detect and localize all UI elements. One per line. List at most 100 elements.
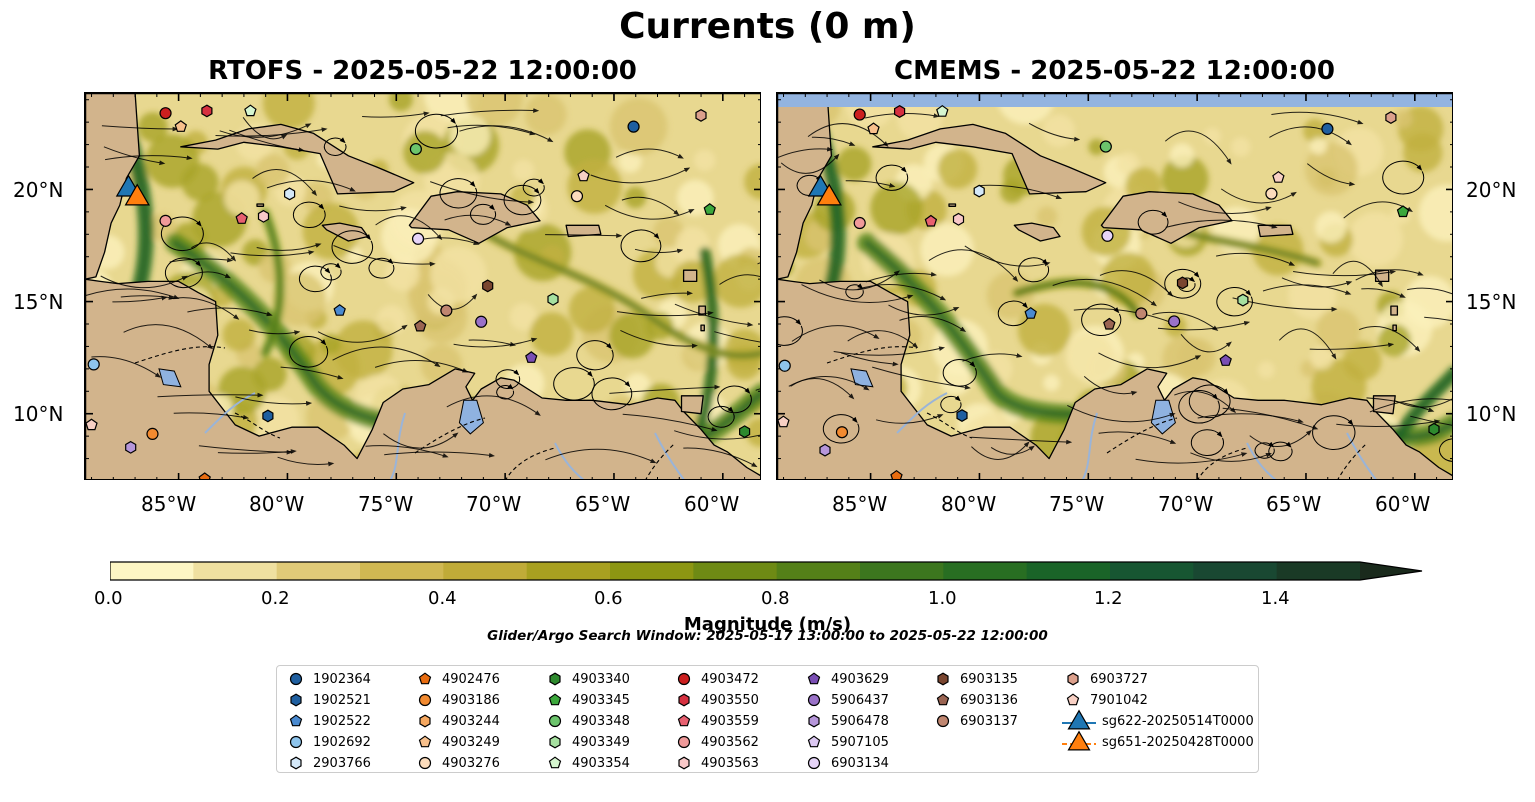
legend-label: 4903349 [572, 734, 630, 750]
legend-marker [548, 756, 562, 769]
legend-label: 4903276 [442, 755, 500, 771]
legend-symbol [936, 693, 950, 706]
lon-label-rtofs-70: 70°W [466, 492, 522, 516]
lat-label-right-15: 15°N [1466, 290, 1517, 314]
colorbar-tick-7: 1.4 [1261, 588, 1290, 609]
legend-item-4903340: 4903340 [544, 670, 630, 688]
legend-label: 7901042 [1090, 692, 1148, 708]
lon-label-cmems-65: 65°W [1266, 492, 1322, 516]
float-marker [1099, 140, 1112, 153]
legend-item-4903472: 4903472 [673, 670, 759, 688]
legend-marker [1067, 730, 1091, 751]
legend-marker [677, 735, 691, 749]
legend-label: 4903629 [831, 671, 889, 687]
float-marker [835, 426, 849, 439]
float-marker [1219, 354, 1232, 366]
legend-label: 5906478 [831, 713, 889, 729]
legend-item-5906478: 5906478 [803, 712, 889, 730]
float-marker [1024, 306, 1037, 319]
colorbar-tick-2: 0.4 [428, 588, 457, 609]
lon-label-rtofs-80: 80°W [249, 492, 305, 516]
colorbar-segment [526, 562, 611, 580]
legend-label: 4903340 [572, 671, 630, 687]
legend-symbol [1062, 709, 1096, 730]
legend-marker [289, 735, 303, 749]
float-marker [1396, 205, 1410, 218]
colorbar-tick-3: 0.6 [594, 588, 623, 609]
float-marker [235, 212, 248, 224]
float-marker [244, 104, 257, 117]
legend-item-4903563: 4903563 [673, 754, 759, 772]
colorbar-segment [276, 562, 361, 580]
lon-label-cmems-85: 85°W [832, 492, 888, 516]
colorbar [109, 561, 1430, 587]
colorbar-segment [693, 562, 778, 580]
legend-label: 1902692 [313, 734, 371, 750]
float-marker [159, 214, 172, 227]
legend-marker [418, 672, 432, 685]
legend-marker [678, 693, 690, 707]
float-marker [262, 409, 274, 423]
map-rtofs[interactable] [84, 92, 761, 480]
legend-label: 4903186 [442, 692, 500, 708]
legend-symbol [936, 714, 950, 728]
legend-label: sg622-20250514T0000 [1102, 713, 1254, 729]
float-markers [85, 104, 751, 479]
float-marker [703, 203, 716, 215]
legend-item-sg622-20250514T0000: sg622-20250514T0000 [1062, 709, 1254, 730]
legend-marker [418, 735, 432, 748]
legend-label: 5906437 [831, 692, 889, 708]
lat-label-right-10: 10°N [1466, 402, 1517, 426]
legend-symbol [807, 693, 821, 707]
colorbar-segment [193, 562, 278, 580]
legend-symbol [418, 672, 432, 685]
no-data-strip [777, 93, 1452, 107]
float-marker [738, 425, 751, 439]
legend-label: 1902364 [313, 671, 371, 687]
float-marker [174, 120, 188, 132]
colorbar-segment [110, 562, 194, 580]
legend-item-6903135: 6903135 [932, 670, 1018, 688]
colorbar-tick-4: 0.8 [761, 588, 790, 609]
lat-label-left-15: 15°N [13, 290, 64, 314]
float-marker [777, 415, 790, 428]
float-marker [409, 142, 422, 156]
colorbar-segment [943, 562, 1028, 580]
legend-label: 4903354 [572, 755, 630, 771]
legend-label: 6903134 [831, 755, 889, 771]
float-marker [1101, 229, 1114, 242]
legend-symbol [290, 756, 302, 770]
legend: 1902364 1902521 1902522 1902692 2903766 49024… [276, 665, 1259, 773]
legend-item-5906437: 5906437 [803, 691, 889, 709]
legend-marker [808, 714, 820, 728]
legend-label: 5907105 [831, 734, 889, 750]
legend-symbol [1062, 730, 1096, 751]
float-marker [952, 212, 965, 226]
colorbar-segment [443, 562, 528, 580]
legend-symbol [289, 735, 303, 749]
float-marker [411, 232, 425, 245]
legend-symbol [808, 714, 820, 728]
float-marker [284, 187, 296, 201]
legend-label: 1902521 [313, 692, 371, 708]
float-marker [956, 409, 968, 422]
legend-label: 1902522 [313, 713, 371, 729]
legend-item-4903348: 4903348 [544, 712, 630, 730]
legend-label: sg651-20250428T0000 [1102, 734, 1254, 750]
colorbar-segment [776, 562, 861, 580]
legend-marker [289, 672, 303, 686]
legend-marker [290, 693, 302, 707]
lon-label-rtofs-85: 85°W [141, 492, 197, 516]
legend-marker [937, 672, 949, 686]
float-marker [627, 120, 640, 133]
legend-marker [289, 714, 303, 727]
float-marker [1385, 111, 1397, 124]
panel-title-rtofs: RTOFS - 2025-05-22 12:00:00 [208, 56, 637, 86]
legend-item-4903244: 4903244 [414, 712, 500, 730]
map-cmems[interactable] [776, 92, 1453, 480]
float-marker [1428, 422, 1440, 436]
legend-marker [936, 714, 950, 728]
float-marker [125, 440, 137, 454]
legend-item-4902476: 4902476 [414, 670, 500, 688]
float-marker [1272, 170, 1285, 183]
